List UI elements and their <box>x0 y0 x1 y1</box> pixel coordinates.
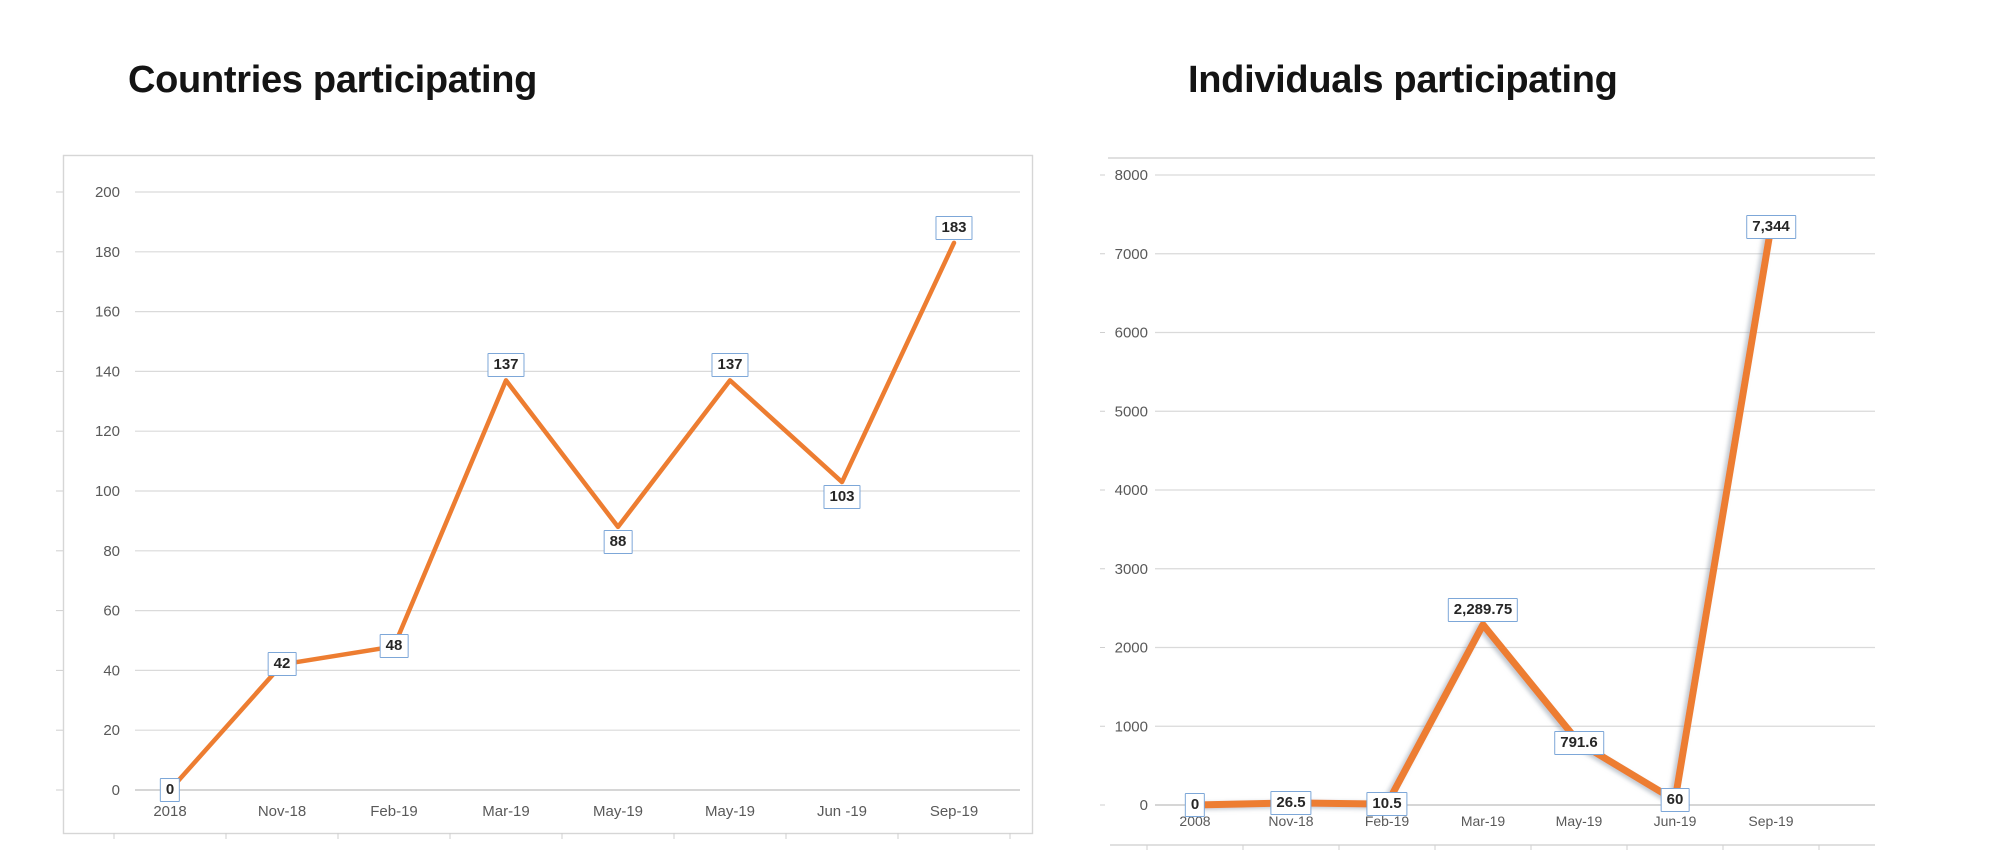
data-label: 2,289.75 <box>1447 597 1519 622</box>
y-axis-tick-label: 2000 <box>1115 640 1148 657</box>
data-label: 183 <box>935 215 973 240</box>
x-axis-tick-label: Sep-19 <box>930 803 978 820</box>
data-label: 137 <box>487 353 525 378</box>
y-axis-tick-label: 140 <box>95 363 120 380</box>
y-axis-tick-label: 40 <box>103 662 120 679</box>
x-axis-tick-label: Feb-19 <box>370 803 418 820</box>
y-axis-tick-label: 0 <box>1140 797 1148 814</box>
data-label: 0 <box>1184 793 1206 817</box>
x-axis-tick-label: Nov-18 <box>1268 813 1313 829</box>
y-axis-tick-label: 3000 <box>1115 561 1148 578</box>
countries-chart-panel: 0 20 40 60 80 100 120 140 160 180 200 2018 Nov-18 Feb… <box>56 154 1034 839</box>
series-line <box>1191 223 1775 809</box>
individuals-chart-panel: 0 1000 2000 3000 4000 5000 6000 7000 8000 2008 Nov… <box>1100 157 1875 850</box>
y-axis-tick-label: 0 <box>112 782 120 799</box>
data-label: 103 <box>823 485 861 510</box>
data-label: 48 <box>379 634 409 659</box>
data-label: 0 <box>159 778 181 802</box>
data-label: 791.6 <box>1554 730 1604 755</box>
y-axis-tick-label: 60 <box>103 603 120 620</box>
data-label: 42 <box>267 652 297 677</box>
y-axis-tick-label: 6000 <box>1115 325 1148 342</box>
data-label: 60 <box>1660 788 1690 813</box>
x-axis-tick-label: Nov-18 <box>258 803 306 820</box>
x-axis-tick-label: Jun -19 <box>817 803 867 820</box>
x-axis-tick-label: Mar-19 <box>482 803 530 820</box>
y-axis-tick-label: 5000 <box>1115 403 1148 420</box>
data-label: 10.5 <box>1366 792 1408 817</box>
x-axis-tick-label: Jun-19 <box>1654 813 1697 829</box>
data-label: 88 <box>603 529 633 554</box>
series-line <box>167 240 957 793</box>
x-axis-tick-label: Sep-19 <box>1748 813 1793 829</box>
x-axis-tick-label: 2018 <box>153 803 186 820</box>
x-axis-tick-label: Feb-19 <box>1365 813 1410 829</box>
y-axis-tick-label: 4000 <box>1115 482 1148 499</box>
x-axis-tick-label: May-19 <box>1556 813 1603 829</box>
countries-chart-title: Countries participating <box>128 59 538 101</box>
y-axis-tick-label: 200 <box>95 184 120 201</box>
y-axis-tick-label: 100 <box>95 483 120 500</box>
individuals-chart-title: Individuals participating <box>1188 59 1618 101</box>
y-axis-tick-label: 180 <box>95 244 120 261</box>
data-label: 26.5 <box>1270 790 1312 815</box>
data-label: 137 <box>711 353 749 378</box>
y-axis-tick-label: 7000 <box>1115 246 1148 263</box>
x-axis-tick-label: 2008 <box>1179 813 1210 829</box>
y-axis-tick-label: 160 <box>95 304 120 321</box>
x-axis-tick-label: Mar-19 <box>1461 813 1506 829</box>
data-label: 7,344 <box>1746 214 1796 239</box>
x-axis-tick-label: May-19 <box>593 803 643 820</box>
y-axis-tick-label: 1000 <box>1115 718 1148 735</box>
x-axis-tick-label: May-19 <box>705 803 755 820</box>
y-axis-tick-label: 8000 <box>1115 167 1148 184</box>
y-axis-tick-label: 80 <box>103 543 120 560</box>
y-axis-tick-label: 20 <box>103 722 120 739</box>
y-axis-tick-label: 120 <box>95 423 120 440</box>
chart-panel-border <box>62 154 1034 835</box>
